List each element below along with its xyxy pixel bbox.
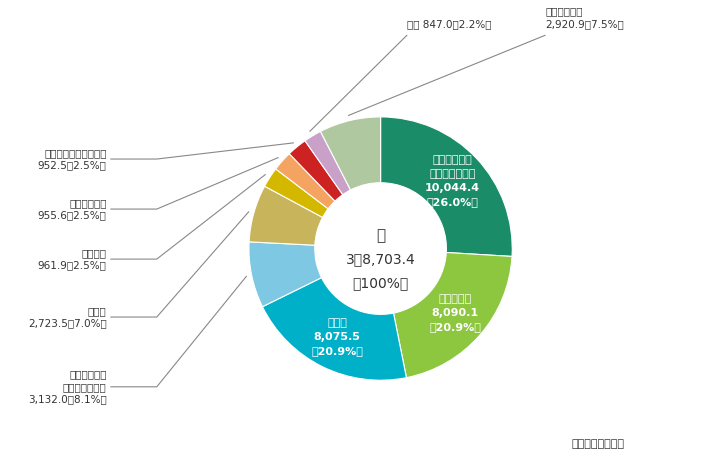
Wedge shape: [289, 141, 343, 201]
Text: 化学工業
961.9（2.5%）: 化学工業 961.9（2.5%）: [38, 248, 107, 270]
Text: 鉄鋼業
2,723.5（7.0%）: 鉄鋼業 2,723.5（7.0%）: [28, 306, 107, 328]
Wedge shape: [305, 131, 351, 195]
Text: 計: 計: [376, 228, 385, 243]
Wedge shape: [265, 169, 328, 218]
Wedge shape: [263, 278, 406, 380]
Wedge shape: [381, 117, 512, 256]
Text: 鉱業 847.0（2.2%）: 鉱業 847.0（2.2%）: [407, 18, 492, 29]
Wedge shape: [276, 154, 335, 209]
Wedge shape: [249, 186, 323, 245]
Text: 農業・林業
8,090.1
（20.9%）: 農業・林業 8,090.1 （20.9%）: [429, 294, 481, 333]
Text: 電気・ガス・
熱供給・水道業
10,044.4
（26.0%）: 電気・ガス・ 熱供給・水道業 10,044.4 （26.0%）: [425, 155, 480, 207]
Text: 3億8,703.4: 3億8,703.4: [346, 252, 415, 266]
Text: その他の業種
2,920.9（7.5%）: その他の業種 2,920.9（7.5%）: [545, 6, 624, 29]
Text: 単位：万トン／年: 単位：万トン／年: [571, 439, 624, 449]
Text: 窯業・土石製品製造業
952.5（2.5%）: 窯業・土石製品製造業 952.5（2.5%）: [38, 148, 107, 170]
Wedge shape: [320, 117, 381, 190]
Text: 建築業
8,075.5
（20.9%）: 建築業 8,075.5 （20.9%）: [311, 318, 363, 356]
Wedge shape: [394, 253, 512, 377]
Wedge shape: [249, 242, 322, 307]
Text: （100%）: （100%）: [353, 276, 409, 290]
Text: 食料品製造業
955.6（2.5%）: 食料品製造業 955.6（2.5%）: [38, 198, 107, 220]
Text: パルプ・紙・
紙加工品製造業
3,132.0（8.1%）: パルプ・紙・ 紙加工品製造業 3,132.0（8.1%）: [28, 370, 107, 404]
